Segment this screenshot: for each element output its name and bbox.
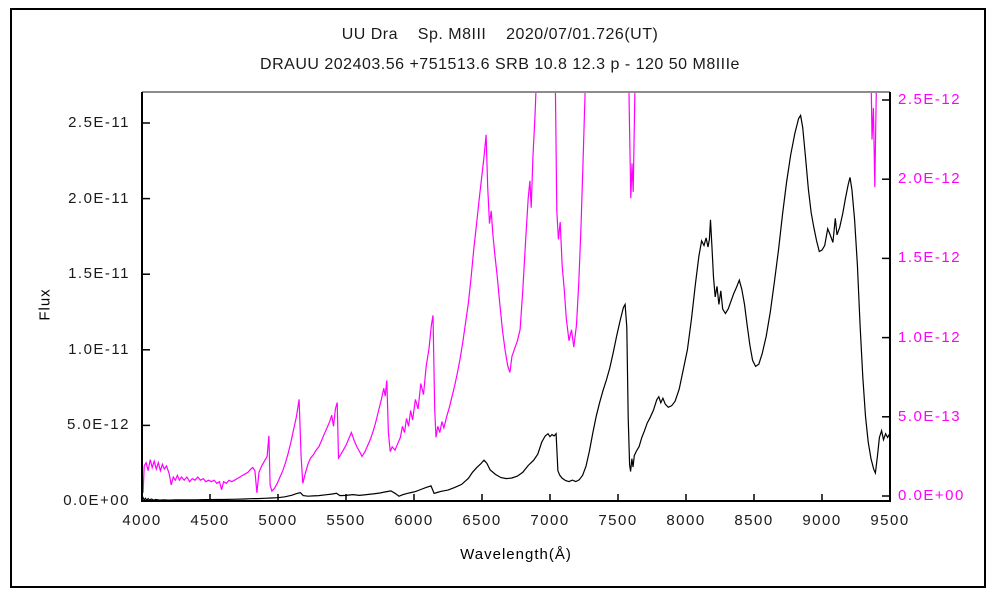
y-left-tick-label: 5.0E-12 [66,416,130,434]
x-tick-label: 7500 [598,512,638,529]
x-tick-label: 4500 [190,512,230,529]
x-tick-label: 6000 [394,512,434,529]
y-right-tick-label: 5.0E-13 [898,407,962,425]
x-tick-label: 7000 [530,512,570,529]
y-left-tick-label: 0.0E+00 [63,492,130,509]
y-left-tick-label: 1.0E-11 [68,340,130,358]
x-tick-label: 8000 [666,512,706,529]
x-tick-label: 4000 [122,512,162,529]
x-tick-label: 8500 [734,512,774,529]
x-tick-label: 9000 [802,512,842,529]
y-right-tick-label: 1.5E-12 [898,249,962,267]
y-right-tick-label: 2.5E-12 [898,91,962,108]
chart-title: UU Dra Sp. M8III 2020/07/01.726(UT) [341,26,659,43]
x-axis-title: Wavelength(Å) [460,546,572,563]
y-left-tick-label: 2.5E-11 [68,114,130,131]
y-right-tick-label: 0.0E+00 [898,487,965,504]
y-right-tick-label: 2.0E-12 [898,170,962,188]
y-right-tick-label: 1.0E-12 [898,328,962,346]
x-tick-label: 5000 [258,512,298,529]
x-tick-label: 5500 [326,512,366,529]
spectrum-magenta-curve [143,93,877,493]
x-tick-label: 9500 [870,512,910,529]
spectrum-black-curve [143,113,889,502]
chart-subtitle: DRAUU 202403.56 +751513.6 SRB 10.8 12.3 … [260,56,740,73]
y-left-tick-label: 2.0E-11 [68,189,130,207]
y-left-tick-label: 1.5E-11 [68,265,130,283]
window-border [10,8,986,588]
x-tick-label: 6500 [462,512,502,529]
